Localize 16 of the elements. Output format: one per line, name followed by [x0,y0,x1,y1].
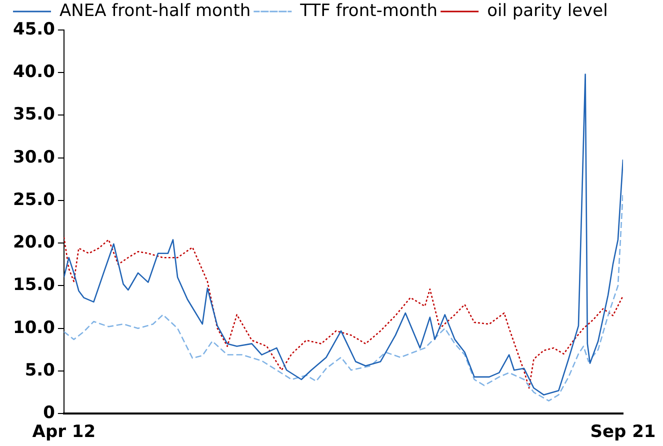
legend-label: TTF front-month [299,0,438,21]
x-tick-label: Apr 12 [32,422,96,442]
y-tick-label: 5.0 [24,360,56,380]
y-tick-label: 10.0 [12,318,56,338]
legend-label: oil parity level [487,0,608,21]
y-tick-label: 0 [43,403,56,424]
legend-label: ANEA front-half month [60,0,251,21]
x-tick-label: Sep 21 [590,422,656,442]
y-tick-label: 45.0 [12,19,56,40]
line-series [64,236,623,389]
y-tick-label: 30.0 [12,147,56,168]
y-tick-label: 15.0 [12,275,56,296]
y-tick-label: 20.0 [12,232,56,253]
y-tick-label: 35.0 [12,104,56,125]
y-tick-label: 25.0 [12,190,56,210]
y-tick-label: 40.0 [12,62,56,82]
